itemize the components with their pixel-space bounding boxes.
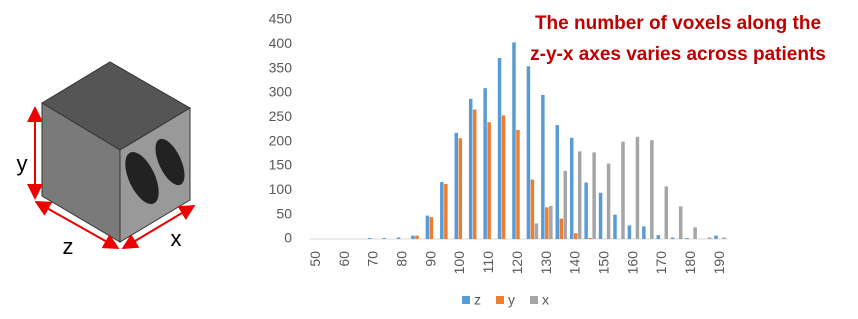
lung-left	[125, 152, 159, 204]
annotation: z-y-x axes varies across patients	[530, 44, 826, 65]
y-tick-label: 250	[269, 108, 293, 124]
x-tick-label: 140	[567, 251, 583, 275]
bar	[541, 94, 545, 240]
bar	[545, 207, 549, 239]
y-tick-label: 300	[269, 84, 293, 100]
bar	[563, 170, 568, 239]
x-tick-label: 180	[682, 251, 698, 275]
y-tick-label: 450	[269, 11, 293, 27]
bar	[396, 237, 401, 239]
legend-swatch	[530, 296, 538, 304]
bar	[656, 235, 661, 239]
bar	[487, 122, 491, 239]
legend-label: z	[474, 292, 481, 308]
bar	[501, 115, 506, 239]
bar	[627, 225, 632, 239]
y-tick-label: 400	[269, 35, 293, 51]
x-tick-label: 150	[596, 251, 612, 275]
bar	[685, 238, 689, 239]
legend-swatch	[496, 296, 504, 304]
bar	[516, 129, 520, 239]
x-tick-label: 110	[480, 251, 496, 274]
y-tick-label: 100	[269, 181, 293, 197]
bar	[650, 140, 654, 239]
bar	[425, 215, 430, 239]
bar	[444, 184, 448, 239]
bar	[621, 141, 625, 239]
bar	[458, 138, 463, 239]
bar	[526, 66, 531, 239]
legend-swatch	[462, 296, 470, 304]
y-tick-label: 0	[284, 230, 292, 246]
bar	[472, 109, 477, 240]
bar	[569, 137, 574, 239]
bar	[512, 42, 516, 240]
z-arrow	[34, 201, 120, 249]
x-tick-label: 50	[307, 251, 323, 267]
x-tick-label: 190	[711, 251, 727, 275]
bar	[707, 237, 712, 239]
y-tick-label: 150	[269, 157, 293, 173]
lung-right	[155, 138, 185, 186]
bar	[613, 214, 617, 239]
bar	[722, 237, 726, 239]
y-tick-label: 200	[269, 132, 293, 148]
legend-label: x	[542, 292, 549, 308]
bar	[592, 152, 596, 239]
bar	[635, 136, 640, 239]
bar	[382, 238, 386, 239]
legend-label: y	[508, 292, 515, 308]
bar	[573, 233, 578, 239]
bar	[577, 151, 582, 239]
bar	[642, 226, 646, 239]
y-tick-label: 350	[269, 59, 293, 75]
bar	[555, 125, 560, 239]
annotation: The number of voxels along the	[535, 13, 821, 34]
y-tick-label: 50	[276, 205, 292, 221]
x-tick-label: 170	[653, 251, 669, 275]
bar	[588, 238, 592, 239]
bar	[693, 227, 697, 239]
bar	[440, 182, 444, 239]
axis-label: y	[17, 151, 28, 176]
bar	[714, 235, 718, 239]
axis-label: x	[171, 226, 182, 251]
axis-label: z	[63, 234, 74, 259]
bar	[367, 238, 372, 239]
bar	[497, 57, 502, 240]
bar	[678, 206, 683, 239]
bar	[598, 192, 603, 239]
bar	[483, 88, 487, 239]
bar	[670, 237, 675, 239]
x-tick-label: 80	[393, 251, 409, 267]
bar	[530, 179, 535, 239]
bar	[584, 182, 588, 239]
bar	[664, 186, 669, 239]
bar	[415, 235, 419, 239]
bar	[454, 132, 459, 239]
x-tick-label: 70	[365, 251, 381, 267]
x-tick-label: 120	[509, 251, 525, 275]
bar	[559, 218, 564, 239]
x-tick-label: 60	[336, 251, 352, 267]
x-tick-label: 160	[624, 251, 640, 275]
bar	[549, 205, 553, 239]
x-tick-label: 100	[451, 251, 467, 275]
bar	[468, 98, 473, 239]
cube-illustration: y z x	[17, 61, 196, 259]
x-arrow	[121, 204, 196, 250]
x-tick-label: 90	[422, 251, 438, 267]
x-tick-label: 130	[538, 251, 554, 275]
bar	[534, 223, 539, 239]
bar	[606, 163, 611, 239]
bar	[411, 235, 415, 239]
bar	[429, 217, 434, 239]
